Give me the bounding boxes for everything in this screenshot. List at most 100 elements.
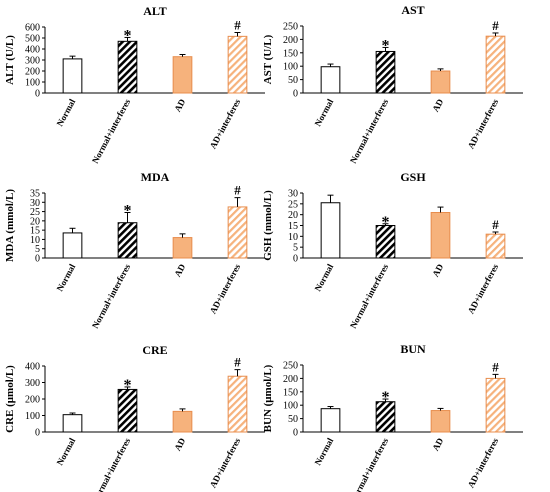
category-label: AD+interferes <box>466 262 501 316</box>
y-axis-label: BUN (μmol/L) <box>262 364 274 432</box>
significance-mark: * <box>124 203 132 220</box>
chart-title: ALT <box>143 4 167 18</box>
chart-panel-bun: BUN BUN (μmol/L) 0 50 100 150 200 250 Normal * Nor… <box>262 342 523 492</box>
y-tick-label: 250 <box>283 361 298 372</box>
category-label: Normal+interferes <box>348 97 391 165</box>
y-tick-label: 250 <box>283 22 298 33</box>
significance-mark: # <box>492 359 499 374</box>
bar-ast-3 <box>485 35 506 94</box>
category-label: AD <box>172 97 187 114</box>
y-tick-label: 150 <box>283 48 298 59</box>
chart-panel-cre: CRE CRE (μmol/L) 0 100 200 300 400 Normal * Norma… <box>4 343 265 492</box>
bar-alt-3 <box>227 35 248 94</box>
significance-mark: * <box>382 389 390 406</box>
y-tick-label: 25 <box>30 207 40 218</box>
y-tick-label: 100 <box>283 62 298 73</box>
y-tick-label: 5 <box>293 243 298 254</box>
y-tick-label: 150 <box>283 387 298 398</box>
chart-title: CRE <box>142 343 167 357</box>
category-label: AD+interferes <box>208 97 243 151</box>
bar-bun-1 <box>375 401 396 433</box>
y-tick-label: 20 <box>288 210 298 221</box>
category-label: Normal <box>55 262 78 293</box>
significance-mark: # <box>492 217 499 232</box>
category-label: Normal <box>55 97 78 128</box>
y-axis-label: CRE (μmol/L) <box>4 365 16 433</box>
y-tick-label: 400 <box>25 45 40 56</box>
category-label: AD <box>430 262 445 279</box>
category-label: Normal <box>313 436 336 467</box>
y-tick-label: 20 <box>30 216 40 227</box>
y-tick-label: 400 <box>25 362 40 373</box>
y-tick-label: 200 <box>283 35 298 46</box>
category-label: AD <box>430 97 445 114</box>
chart-title: AST <box>401 3 424 17</box>
significance-mark: * <box>382 37 390 54</box>
category-label: AD+interferes <box>208 262 243 316</box>
y-tick-label: 30 <box>288 189 298 200</box>
y-tick-label: 15 <box>30 226 40 237</box>
bar-bun-0 <box>320 408 341 433</box>
y-tick-label: 300 <box>25 56 40 67</box>
significance-mark: # <box>234 355 241 370</box>
category-label: Normal+interferes <box>90 262 133 330</box>
y-tick-label: 0 <box>293 254 298 265</box>
category-label: AD+interferes <box>466 97 501 151</box>
y-tick-label: 10 <box>288 232 298 243</box>
bar-mda-2 <box>172 237 193 259</box>
category-label: AD <box>430 436 445 453</box>
significance-mark: * <box>124 377 132 394</box>
y-axis-label: MDA (mmol/L) <box>4 189 16 262</box>
y-tick-label: 0 <box>35 428 40 439</box>
bar-bun-3 <box>485 377 506 433</box>
category-label: AD <box>172 262 187 279</box>
bar-alt-1 <box>117 40 138 94</box>
category-label: Normal+interferes <box>348 436 391 492</box>
y-tick-label: 300 <box>25 378 40 389</box>
bar-ast-1 <box>375 50 396 94</box>
bar-cre-3 <box>227 375 248 433</box>
y-tick-label: 0 <box>293 428 298 439</box>
category-label: Normal+interferes <box>348 262 391 330</box>
y-tick-label: 0 <box>293 89 298 100</box>
bar-cre-0 <box>62 414 83 433</box>
category-label: AD+interferes <box>208 436 243 490</box>
y-axis-label: GSH (mmol/L) <box>262 190 274 261</box>
category-label: AD <box>172 436 187 453</box>
y-tick-label: 500 <box>25 34 40 45</box>
y-tick-label: 0 <box>35 89 40 100</box>
bar-cre-2 <box>172 410 193 433</box>
y-tick-label: 200 <box>25 395 40 406</box>
y-tick-label: 100 <box>25 411 40 422</box>
y-tick-label: 30 <box>30 198 40 209</box>
y-tick-label: 200 <box>283 374 298 385</box>
category-label: Normal <box>313 97 336 128</box>
bar-mda-3 <box>227 206 248 259</box>
chart-title: BUN <box>400 342 426 356</box>
category-label: AD+interferes <box>466 436 501 490</box>
y-axis-label: AST (U/L) <box>262 34 274 84</box>
bar-alt-2 <box>172 56 193 94</box>
bar-gsh-0 <box>320 202 341 259</box>
bar-gsh-2 <box>430 212 451 259</box>
bar-mda-1 <box>117 222 138 259</box>
bar-mda-0 <box>62 232 83 259</box>
y-tick-label: 25 <box>288 199 298 210</box>
bar-ast-2 <box>430 70 451 94</box>
chart-title: MDA <box>141 170 170 184</box>
y-tick-label: 5 <box>35 244 40 255</box>
y-tick-label: 15 <box>288 221 298 232</box>
bar-gsh-3 <box>485 233 506 259</box>
category-label: Normal <box>55 436 78 467</box>
y-tick-label: 10 <box>30 235 40 246</box>
significance-mark: * <box>382 214 390 231</box>
bar-cre-1 <box>117 388 138 433</box>
category-label: Normal+interferes <box>90 97 133 165</box>
y-tick-label: 0 <box>35 254 40 265</box>
bar-bun-2 <box>430 410 451 433</box>
significance-mark: # <box>234 18 241 33</box>
